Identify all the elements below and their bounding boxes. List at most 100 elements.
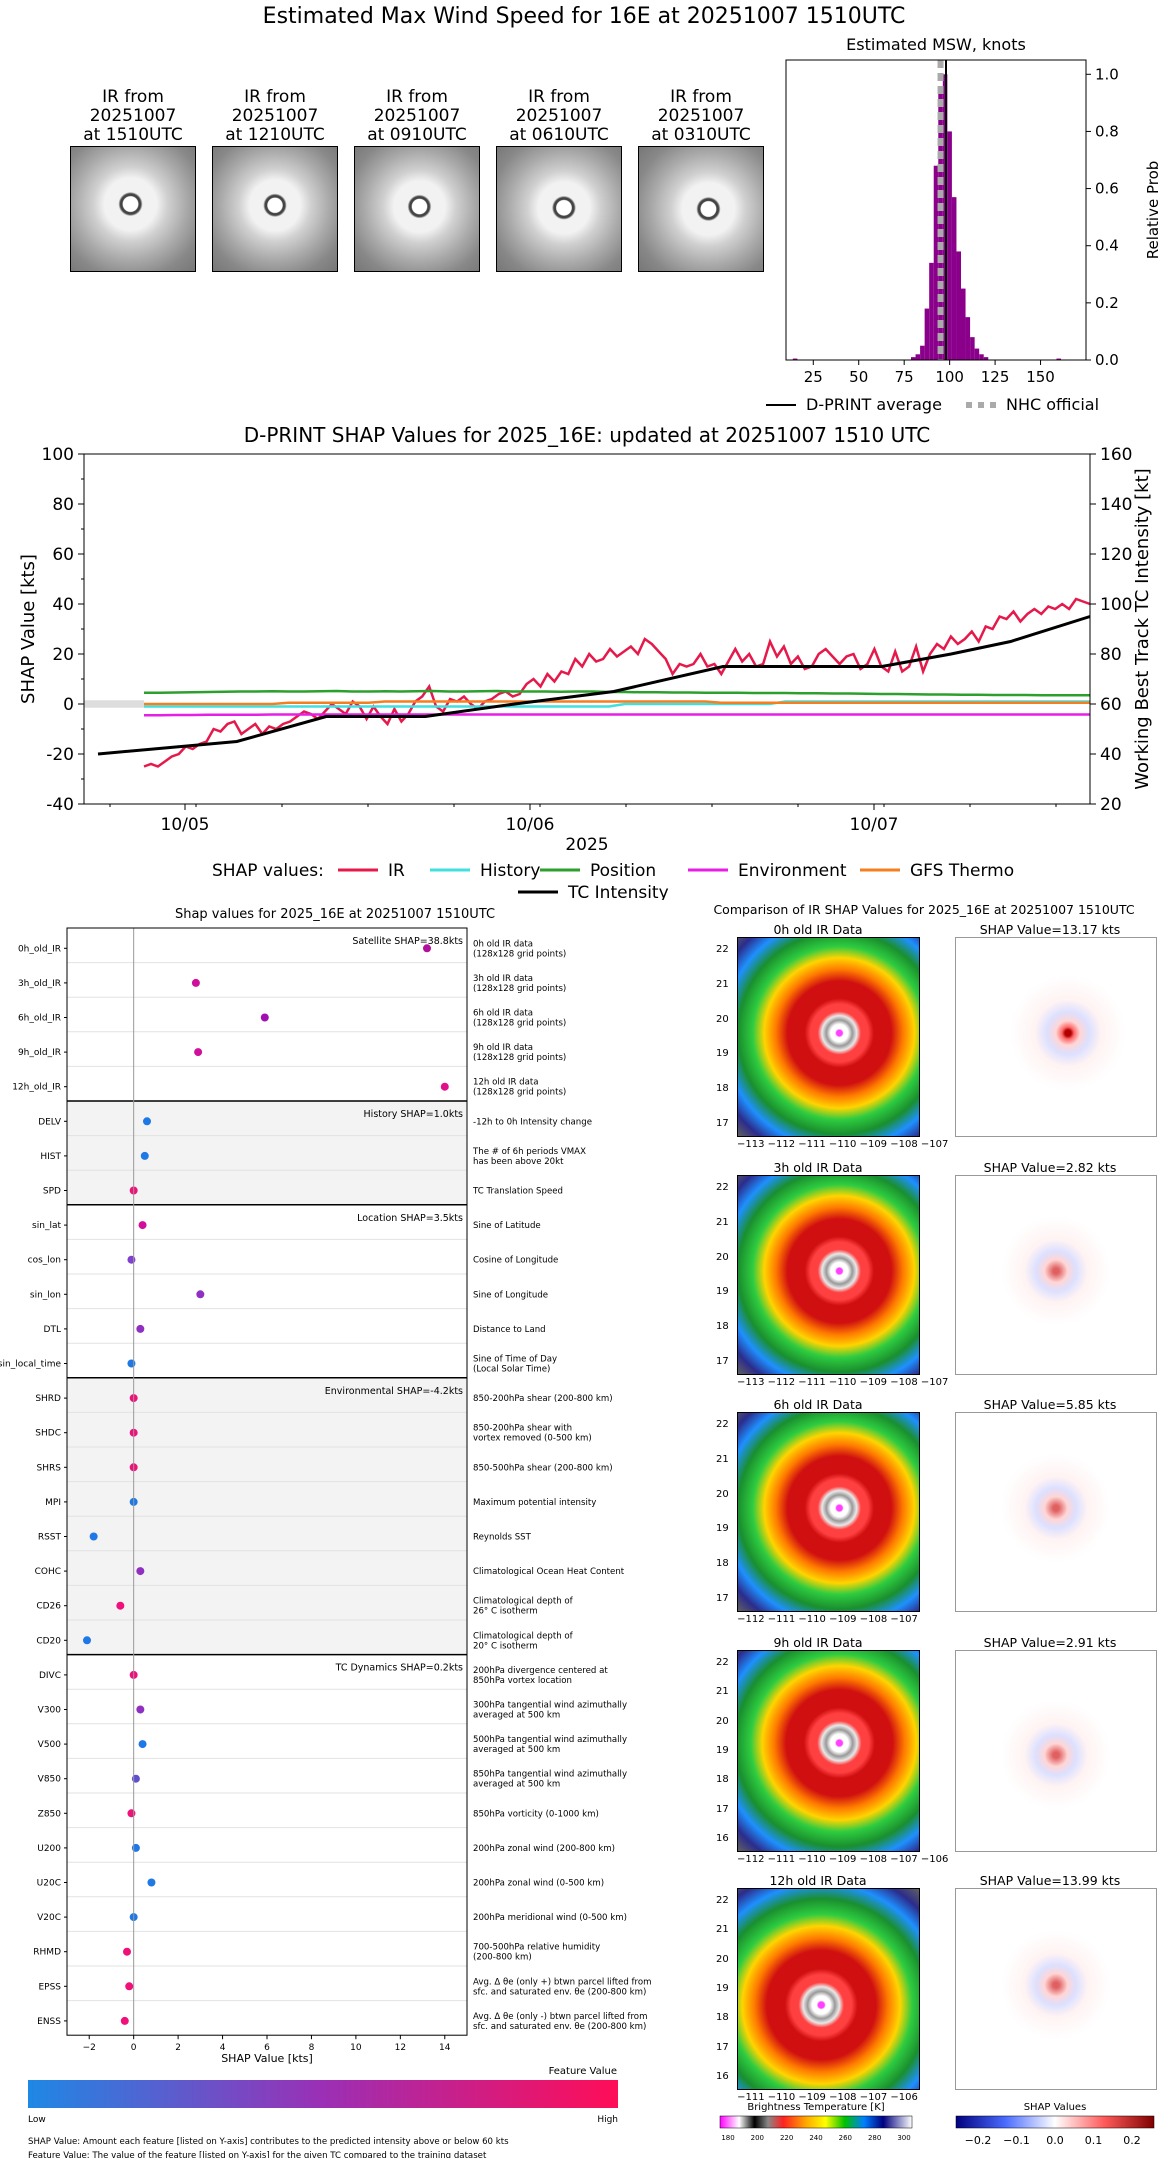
feature-description: 12h old IR data <box>473 1078 539 1088</box>
feature-name-label: V500 <box>38 1740 62 1750</box>
histogram-bar <box>983 357 989 360</box>
feature-name-label: SPD <box>43 1187 61 1197</box>
feature-shap-dot <box>440 1082 449 1091</box>
histogram-ytick-label: 0.2 <box>1095 294 1119 312</box>
histogram-bar <box>951 197 957 360</box>
ir-map-ytick-label: 16 <box>716 2071 729 2082</box>
feature-name-label: U200 <box>37 1844 61 1854</box>
feature-shap-dot <box>125 1982 134 1991</box>
scatter-xtick-label: 0 <box>131 2043 137 2053</box>
bt-colorbar-tick: 260 <box>839 2134 852 2142</box>
ir-map-image <box>737 1888 920 2090</box>
feature-description: 300hPa tangential wind azimuthally <box>473 1701 627 1711</box>
histogram-title: Estimated MSW, knots <box>846 36 1026 54</box>
feature-name-label: 3h_old_IR <box>18 979 61 989</box>
ir-map-ytick-label: 21 <box>716 1924 729 1936</box>
footnote: Feature Value: The value of the feature … <box>28 2151 487 2158</box>
ir-map-ytick-label: 19 <box>716 1523 729 1535</box>
feature-description: 850hPa vortex location <box>473 1676 572 1686</box>
timeseries-y2tick-label: 140 <box>1100 495 1132 515</box>
feature-description: (128x128 grid points) <box>473 949 566 959</box>
scatter-xtick-label: 14 <box>439 2043 451 2053</box>
feature-description: Avg. Δ θe (only -) btwn parcel lifted fr… <box>473 2012 647 2022</box>
feature-description: Reynolds SST <box>473 1533 532 1543</box>
shap-colorbar-tick: 0.2 <box>1123 2134 1141 2147</box>
feature-description: has been above 20kt <box>473 1157 564 1167</box>
timeseries-ytick-label: 60 <box>52 545 74 565</box>
legend-label-environment: Environment <box>738 861 847 881</box>
feature-description: 200hPa divergence centered at <box>473 1666 608 1676</box>
series-line-tc-intensity <box>97 615 1091 756</box>
feature-shap-dot <box>123 1947 131 1956</box>
ir-map-ytick-label: 20 <box>716 1715 729 1727</box>
feature-description: (128x128 grid points) <box>473 1019 566 1029</box>
histogram-bar <box>938 88 943 361</box>
ir-colorbars: Brightness Temperature [K] 180 200 220 240 26… <box>719 2102 1155 2147</box>
feature-name-label: DELV <box>38 1117 62 1127</box>
ir-comparison-title: Comparison of IR SHAP Values for 2025_16… <box>713 902 1135 917</box>
feature-description: 0h old IR data <box>473 939 533 949</box>
ir-map-ytick-label: 19 <box>716 1983 729 1994</box>
feature-description: (200-800 km) <box>473 1953 532 1963</box>
scatter-xlabel: SHAP Value [kts] <box>221 2052 313 2065</box>
feature-shap-dot <box>127 1255 136 1264</box>
timeseries-ytick-label: -20 <box>46 745 74 765</box>
feature-shap-dot <box>116 1601 125 1610</box>
histogram-frame <box>785 59 1087 361</box>
page-title: Estimated Max Wind Speed for 16E at 2025… <box>262 4 906 29</box>
legend-label-ir: IR <box>388 861 405 881</box>
ir-map-ytick-label: 22 <box>716 1895 729 1906</box>
histogram-bar <box>933 165 939 360</box>
timeseries-y2tick-label: 80 <box>1100 645 1122 665</box>
histogram-ytick-label: 0.8 <box>1095 122 1119 140</box>
ir-map-title: 9h old IR Data <box>773 1635 863 1650</box>
feature-shap-dot <box>136 1324 145 1333</box>
ir-map-title: 3h old IR Data <box>773 1160 863 1175</box>
histogram-bar <box>911 357 916 360</box>
ir-map-image <box>737 1175 920 1375</box>
feature-description: vortex removed (0-500 km) <box>473 1434 592 1444</box>
ir-map-ytick-label: 21 <box>716 1216 729 1228</box>
feature-name-label: RSST <box>38 1533 62 1543</box>
feature-description: 850-200hPa shear (200-800 km) <box>473 1394 613 1404</box>
scatter-xtick-label: 2 <box>175 2043 181 2053</box>
timeseries-y2tick-label: 20 <box>1100 795 1122 815</box>
feature-description: Sine of Time of Day <box>473 1355 557 1365</box>
shap-map-title: SHAP Value=13.17 kts <box>979 922 1121 937</box>
feature-description: The # of 6h periods VMAX <box>472 1147 586 1157</box>
ir-map-ytick-label: 20 <box>716 1953 729 1965</box>
timeseries-y2label: Working Best Track TC Intensity [kt] <box>1132 468 1153 789</box>
feature-description: 200hPa meridional wind (0-500 km) <box>473 1913 627 1923</box>
scatter-xtick-label: 4 <box>220 2043 226 2053</box>
feature-description: Maximum potential intensity <box>473 1498 596 1508</box>
timeseries-y2tick-label: 60 <box>1100 695 1122 715</box>
feature-description: -12h to 0h Intensity change <box>473 1117 592 1127</box>
feature-shap-dot <box>120 2016 129 2025</box>
timeseries-title: D-PRINT SHAP Values for 2025_16E: update… <box>244 423 931 447</box>
histogram-xtick-label: 25 <box>804 368 823 386</box>
timeseries-ytick-label: 40 <box>52 595 74 615</box>
feature-name-label: U20C <box>37 1879 61 1889</box>
bt-colorbar <box>719 2115 913 2129</box>
histogram-bar <box>1056 358 1061 360</box>
feature-description: Cosine of Longitude <box>473 1256 558 1266</box>
ir-map-xtick-labels: −112 −111 −110 −109 −108 −107 <box>737 1614 918 1625</box>
feature-name-label: Z850 <box>38 1809 62 1819</box>
feature-description: 850-500hPa shear (200-800 km) <box>473 1463 613 1473</box>
histogram-xtick-label: 125 <box>981 368 1010 386</box>
ir-thumbnail-image <box>354 146 480 272</box>
series-line-gfs-thermo <box>144 700 1090 706</box>
feature-shap-dot <box>194 1048 203 1057</box>
legend-label-position: Position <box>590 861 656 881</box>
group-label: Satellite SHAP=38.8kts <box>352 936 463 947</box>
ir-thumbnail-image <box>212 146 338 272</box>
series-line-history <box>144 700 1090 708</box>
timeseries-ytick-label: 100 <box>42 445 74 465</box>
timeseries-ytick-label: 80 <box>52 495 74 515</box>
scatter-xtick-label: 6 <box>264 2043 270 2053</box>
feature-name-label: sin_lat <box>32 1221 61 1231</box>
feature-description: Climatological depth of <box>473 1597 574 1607</box>
feature-description: 9h old IR data <box>473 1043 533 1053</box>
feature-name-label: SHRS <box>37 1463 62 1473</box>
shap-map-image <box>955 1888 1157 2090</box>
